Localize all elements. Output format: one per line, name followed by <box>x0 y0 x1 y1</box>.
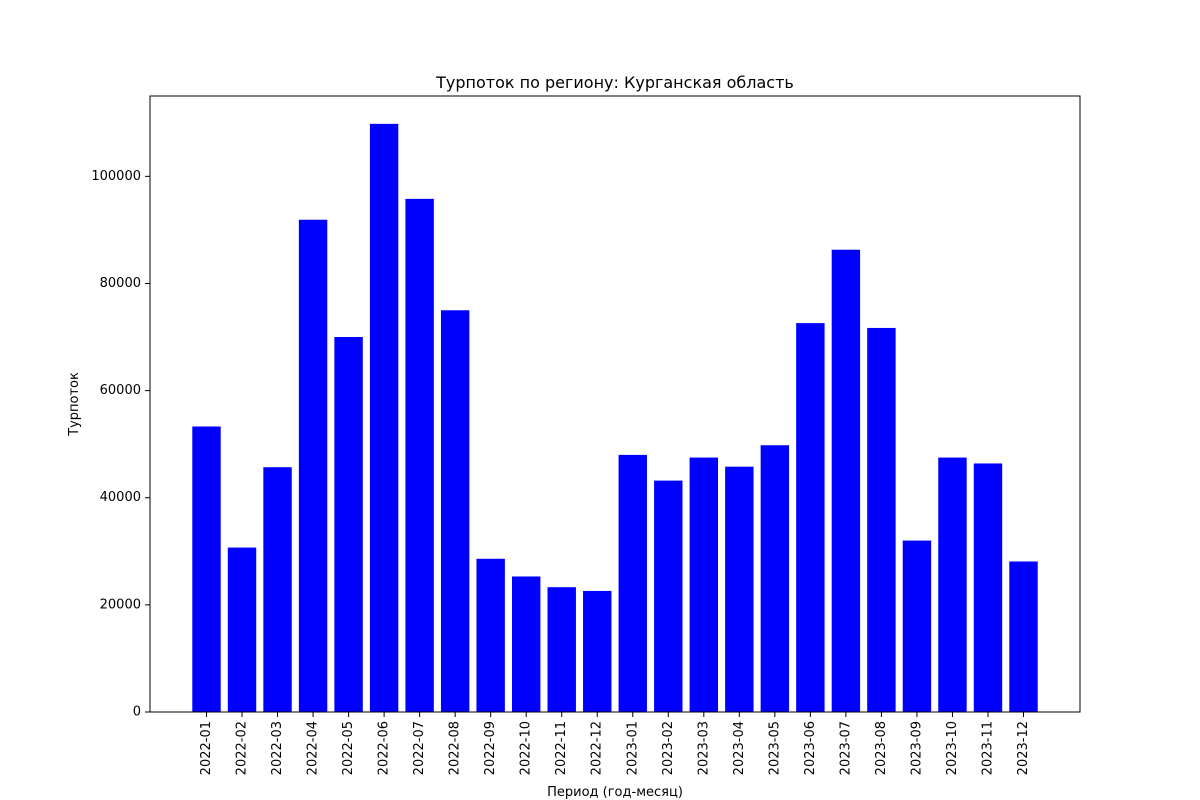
bar-2023-11 <box>973 463 1003 712</box>
x-tick-label: 2023-05 <box>767 721 782 775</box>
bar-2023-09 <box>902 540 932 712</box>
plot-area-frame <box>149 95 1081 713</box>
x-tick-label: 2023-12 <box>1016 721 1031 775</box>
bar-2022-12 <box>583 590 612 712</box>
x-tick-label: 2023-03 <box>696 721 711 775</box>
bar-2022-06 <box>369 123 399 713</box>
x-tick-label: 2023-09 <box>909 721 924 775</box>
bar-2022-01 <box>192 426 221 712</box>
bar-2023-02 <box>654 480 683 712</box>
x-tick-label: 2023-08 <box>874 721 889 775</box>
bar-2023-10 <box>938 457 967 712</box>
bar-2023-07 <box>831 249 861 712</box>
x-tick-label: 2022-05 <box>341 721 356 775</box>
bar-2022-05 <box>334 337 363 712</box>
y-tick-label: 0 <box>133 705 141 720</box>
y-tick-label: 60000 <box>100 383 141 398</box>
bar-2023-05 <box>760 445 790 712</box>
y-axis-ticks: 0 20000 40000 60000 80000 100000 <box>91 169 150 720</box>
bar-2022-11 <box>547 587 576 712</box>
bar-2023-03 <box>689 457 719 712</box>
x-tick-label: 2022-08 <box>448 721 463 775</box>
y-tick-label: 100000 <box>91 169 141 184</box>
x-tick-label: 2023-11 <box>980 721 995 775</box>
x-tick-label: 2023-07 <box>838 721 853 775</box>
x-tick-label: 2022-12 <box>590 721 605 775</box>
x-axis-ticks: 2022-01 2022-02 2022-03 2022-04 2022-05 2022-… <box>199 712 1031 775</box>
x-tick-label: 2022-09 <box>483 721 498 775</box>
bar-2023-12 <box>1009 561 1038 712</box>
bar-2022-09 <box>476 558 505 712</box>
y-axis-label: Турпоток <box>67 372 82 437</box>
x-tick-label: 2022-06 <box>377 721 392 775</box>
x-tick-label: 2022-01 <box>199 721 214 775</box>
y-tick-label: 80000 <box>100 276 141 291</box>
x-tick-label: 2022-04 <box>306 721 321 775</box>
x-tick-label: 2022-02 <box>235 721 250 775</box>
bar-2022-08 <box>440 310 470 712</box>
bar-2023-06 <box>796 323 825 712</box>
x-tick-label: 2023-04 <box>732 721 747 775</box>
bar-2022-04 <box>298 219 328 712</box>
bars-group <box>192 123 1038 713</box>
bar-2023-04 <box>725 466 754 712</box>
x-tick-label: 2023-01 <box>625 721 640 775</box>
x-axis-label: Период (год-месяц) <box>547 785 683 800</box>
bar-2022-10 <box>511 576 541 712</box>
bar-2022-03 <box>263 467 292 712</box>
x-tick-label: 2023-10 <box>945 721 960 775</box>
chart-title: Турпоток по региону: Курганская область <box>435 73 794 92</box>
x-tick-label: 2023-06 <box>803 721 818 775</box>
bar-2023-08 <box>867 327 896 712</box>
x-tick-label: 2022-03 <box>270 721 285 775</box>
y-tick-label: 40000 <box>100 490 141 505</box>
x-tick-label: 2022-11 <box>554 721 569 775</box>
y-tick-label: 20000 <box>100 597 141 612</box>
x-tick-label: 2023-02 <box>661 721 676 775</box>
bar-2022-07 <box>405 198 434 712</box>
bar-2023-01 <box>618 454 647 712</box>
bar-2022-02 <box>227 547 257 712</box>
x-tick-label: 2022-10 <box>519 721 534 775</box>
x-tick-label: 2022-07 <box>412 721 427 775</box>
